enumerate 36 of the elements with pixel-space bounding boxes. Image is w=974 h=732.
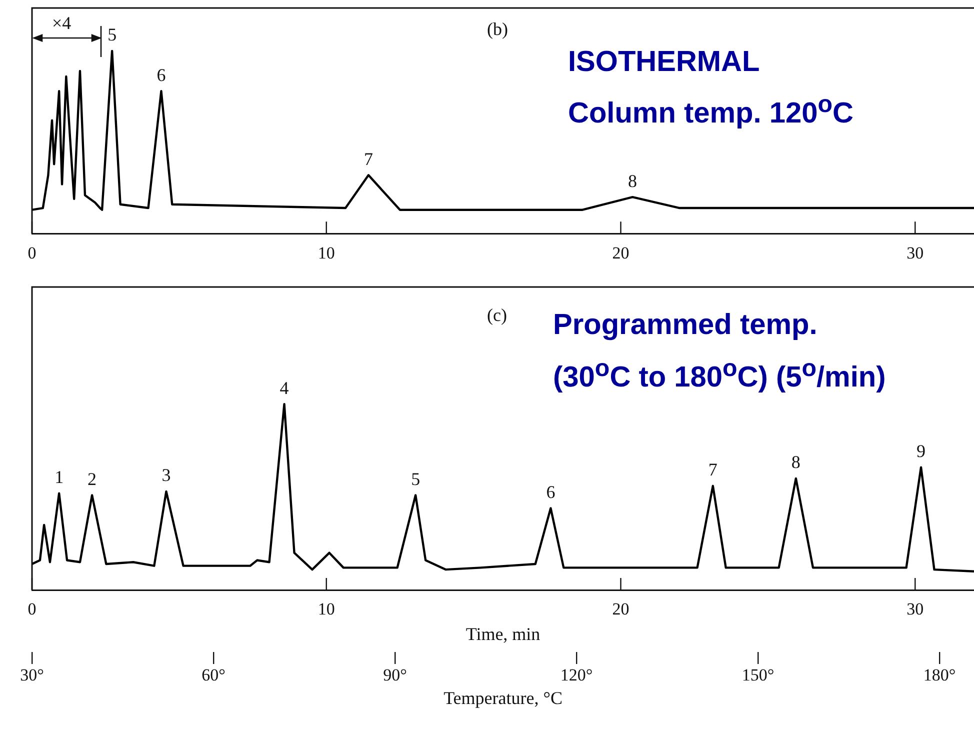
annotation: 5 [108,24,117,45]
annotation: 4 [280,378,289,398]
x2-axis-title: Temperature, °C [444,688,562,708]
annotation: 9 [916,441,926,462]
x-axis-title: Time, min [466,624,540,644]
annotation: Column temp. 120$^{o}$C [568,91,854,130]
x2-tick-label: 180° [923,666,956,685]
x2-tick-label: 150° [742,666,774,685]
x-tick-label: 30 [906,600,924,619]
text: Programmed temp. [553,309,818,341]
x-tick-label: 20 [612,600,630,619]
x2-tick-label: 90° [383,666,407,685]
annotation: 6 [156,64,166,85]
annotation: 7 [708,460,718,480]
text: (30$^{o}$C to 180$^{o}$C) (5$^{o}$/min) [553,355,886,394]
x-tick-label: 0 [28,600,36,619]
annotation: 6 [546,482,556,502]
x-tick-label: 20 [612,243,630,262]
annotation: 2 [88,468,97,489]
x2-tick-label: 120° [560,666,593,685]
x-tick-label: 10 [318,600,335,619]
annotation: ISOTHERMAL [568,46,760,78]
annotation: 1 [54,467,64,488]
annotation: 3 [162,465,171,486]
x-tick-label: 30 [906,243,924,262]
annotation: 8 [791,452,800,472]
text: (b) [487,19,508,39]
x2-tick-label: 60° [202,666,226,685]
annotation: 8 [628,170,638,191]
annotation: 5 [411,468,420,489]
text: ×4 [52,13,72,33]
x-tick-label: 0 [28,243,36,262]
annotation: 7 [364,148,373,169]
text: (c) [487,305,507,325]
x-tick-label: 10 [318,243,335,262]
x2-tick-label: 30° [20,666,44,685]
